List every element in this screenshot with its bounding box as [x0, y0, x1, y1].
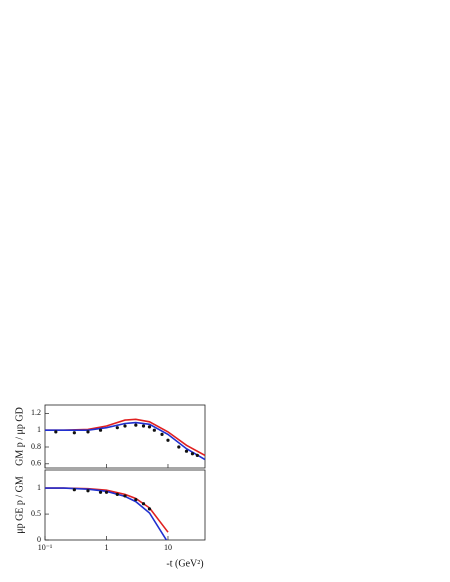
data-point — [115, 492, 119, 496]
y-tick-label: 1 — [37, 425, 41, 434]
plot-frame — [44, 469, 206, 541]
data-point — [147, 507, 152, 511]
data-point — [104, 490, 109, 494]
x-tick-label: 10 — [164, 543, 172, 552]
data-point — [98, 490, 103, 494]
data-point — [190, 452, 195, 456]
data-point — [86, 430, 90, 434]
y-tick-label: 0 — [37, 535, 41, 544]
y-tick-label: 0.6 — [31, 459, 41, 468]
y-tick-label: 1 — [37, 483, 41, 492]
data-point — [195, 453, 199, 457]
data-point — [98, 428, 103, 432]
data-point — [134, 497, 138, 502]
data-point — [123, 494, 127, 498]
y-tick-label: 0.8 — [31, 442, 41, 451]
data-point — [72, 431, 76, 435]
data-point — [72, 488, 76, 492]
data-point — [115, 426, 119, 430]
plot-area — [45, 418, 205, 461]
x-axis-label: -t (GeV²) — [166, 558, 203, 569]
data-point — [177, 445, 181, 449]
data-point — [134, 423, 138, 427]
data-point — [160, 432, 164, 436]
data-point — [184, 449, 189, 453]
data-point — [54, 430, 58, 434]
y-axis-label: GM p / μp GD — [14, 407, 25, 466]
plot-area — [45, 487, 169, 540]
curve — [45, 487, 168, 540]
data-point — [141, 424, 146, 428]
curve — [45, 421, 205, 461]
plot-frame — [44, 404, 206, 469]
data-point — [166, 438, 170, 442]
y-axis-label: μp GE p / GM — [14, 476, 25, 534]
data-point — [147, 425, 152, 429]
data-point — [123, 424, 127, 428]
y-tick-label: 0.5 — [31, 509, 41, 518]
x-tick-label: 1 — [104, 543, 108, 552]
data-point — [141, 502, 146, 506]
data-point — [86, 489, 90, 493]
x-tick-label: 10⁻¹ — [38, 543, 53, 552]
data-point — [152, 428, 156, 432]
y-tick-label: 1.2 — [31, 408, 41, 417]
